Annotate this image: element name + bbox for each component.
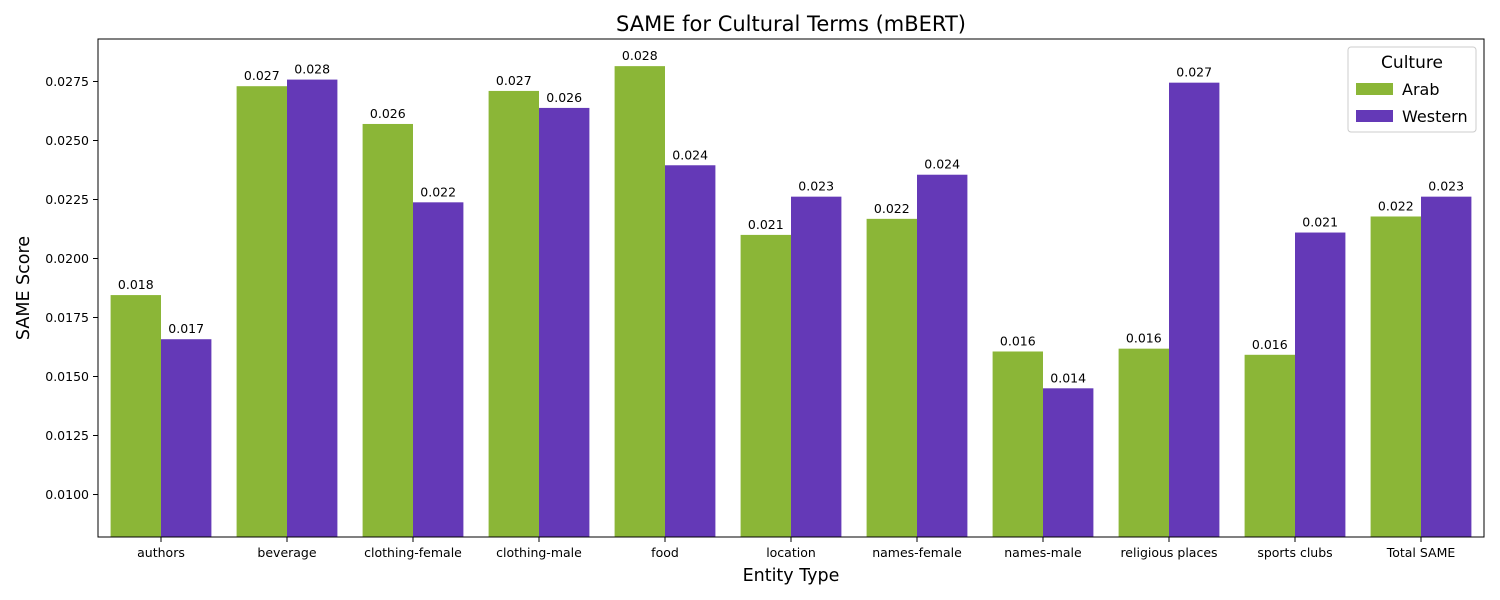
y-tick-label: 0.0150 xyxy=(45,369,89,384)
bar-value-label: 0.018 xyxy=(118,277,154,292)
bar-western-names-female xyxy=(917,174,968,537)
bar-arab-clothing-female xyxy=(362,123,413,537)
bar-arab-clothing-male xyxy=(488,90,539,538)
legend-swatch-arab xyxy=(1356,83,1393,95)
y-tick-label: 0.0100 xyxy=(45,487,89,502)
bar-arab-names-male xyxy=(992,351,1043,537)
bar-value-label: 0.028 xyxy=(622,48,658,63)
chart-title: SAME for Cultural Terms (mBERT) xyxy=(616,12,966,36)
bar-arab-sports-clubs xyxy=(1244,354,1295,537)
x-axis-title: Entity Type xyxy=(743,566,840,586)
legend: Culture Arab Western xyxy=(1347,46,1477,133)
legend-swatch-western xyxy=(1356,110,1393,122)
y-tick-label: 0.0200 xyxy=(45,251,89,266)
bar-value-label: 0.027 xyxy=(244,68,280,83)
x-tick-label: location xyxy=(766,545,816,560)
bar-value-label: 0.026 xyxy=(546,90,582,105)
x-tick-label: religious places xyxy=(1120,545,1217,560)
bar-value-label: 0.023 xyxy=(798,179,834,194)
bar-arab-religious-places xyxy=(1118,348,1169,537)
bar-western-food xyxy=(665,165,716,537)
bar-value-label: 0.024 xyxy=(924,157,960,172)
x-tick-label: names-male xyxy=(1004,545,1082,560)
x-tick-label: clothing-male xyxy=(496,545,582,560)
bar-arab-beverage xyxy=(236,86,287,537)
y-tick-label: 0.0250 xyxy=(45,133,89,148)
bar-western-clothing-male xyxy=(539,107,590,537)
bar-western-authors xyxy=(161,339,212,537)
bar-value-label: 0.022 xyxy=(874,201,910,216)
x-tick-label: food xyxy=(651,545,679,560)
x-tick-label: authors xyxy=(137,545,185,560)
bar-arab-total-same xyxy=(1370,216,1421,537)
bar-western-religious-places xyxy=(1169,82,1220,537)
bar-value-label: 0.022 xyxy=(420,184,456,199)
bar-value-label: 0.017 xyxy=(168,321,204,336)
bar-value-label: 0.026 xyxy=(370,106,406,121)
plot-area: 0.018 0.027 0.026 0.027 0.028 0.021 0.022 0.016… xyxy=(45,38,1485,560)
y-tick-label: 0.0225 xyxy=(45,192,89,207)
bar-value-label: 0.024 xyxy=(672,147,708,162)
bar-value-label: 0.028 xyxy=(294,62,330,77)
bar-value-label: 0.016 xyxy=(1000,333,1036,348)
bar-value-label: 0.027 xyxy=(1176,65,1212,80)
bar-western-total-same xyxy=(1421,196,1472,538)
legend-label-arab: Arab xyxy=(1402,80,1439,99)
x-tick-label: clothing-female xyxy=(364,545,462,560)
x-tick-label: names-female xyxy=(872,545,962,560)
bar-value-label: 0.027 xyxy=(496,73,532,88)
bar-value-label: 0.016 xyxy=(1252,337,1288,352)
bar-value-label: 0.021 xyxy=(1302,215,1338,230)
legend-title: Culture xyxy=(1381,53,1443,73)
legend-label-western: Western xyxy=(1402,107,1468,126)
x-tick-label: beverage xyxy=(257,545,316,560)
bar-arab-location xyxy=(740,234,791,537)
x-tick-label: Total SAME xyxy=(1386,545,1456,560)
bar-western-beverage xyxy=(287,79,338,537)
y-tick-label: 0.0125 xyxy=(45,428,89,443)
bar-value-label: 0.014 xyxy=(1050,370,1086,385)
bar-arab-names-female xyxy=(866,218,917,538)
bar-value-label: 0.022 xyxy=(1378,198,1414,213)
bar-western-names-male xyxy=(1043,388,1094,537)
y-tick-label: 0.0275 xyxy=(45,74,89,89)
bar-western-location xyxy=(791,196,842,538)
y-axis-title: SAME Score xyxy=(14,236,34,340)
bar-value-label: 0.016 xyxy=(1126,331,1162,346)
y-tick-label: 0.0175 xyxy=(45,310,89,325)
bar-western-sports-clubs xyxy=(1295,232,1346,538)
bar-arab-authors xyxy=(110,295,161,537)
bar-western-clothing-female xyxy=(413,202,464,537)
bar-value-label: 0.021 xyxy=(748,217,784,232)
bar-arab-food xyxy=(614,66,665,537)
bar-value-label: 0.023 xyxy=(1428,179,1464,194)
x-tick-label: sports clubs xyxy=(1257,545,1332,560)
